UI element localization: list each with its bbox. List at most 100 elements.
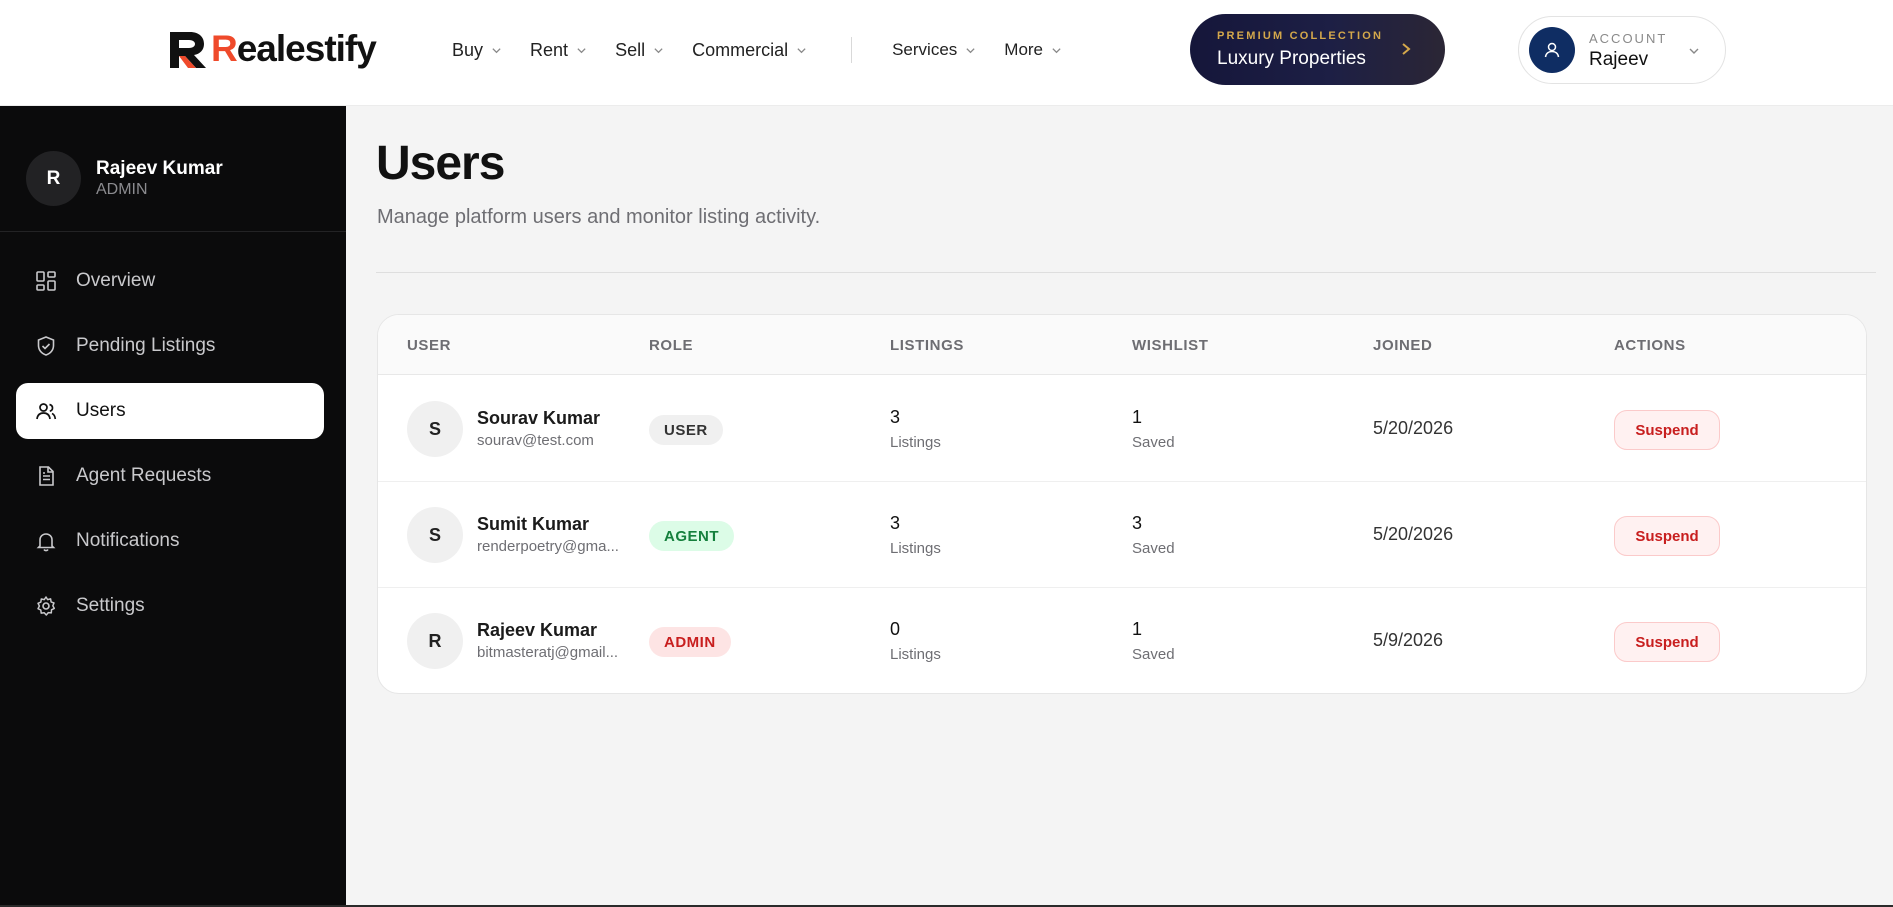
sidebar-item-users[interactable]: Users	[16, 383, 324, 439]
gear-icon	[35, 595, 57, 617]
page-title: Users	[376, 137, 505, 190]
nav-divider	[851, 37, 853, 63]
nav-sell[interactable]: Sell	[615, 40, 664, 61]
user-name: Sourav Kumar	[477, 408, 601, 428]
listings-label: Listings	[890, 540, 941, 557]
nav-rent-label: Rent	[530, 39, 569, 60]
listings-count: 0	[890, 619, 901, 639]
chevron-down-icon	[1052, 47, 1061, 53]
account-avatar	[1529, 27, 1575, 73]
nav-more[interactable]: More	[1004, 40, 1062, 60]
role-badge: ADMIN	[649, 627, 731, 657]
sidebar-item-notifications[interactable]: Notifications	[16, 513, 324, 569]
joined-date: 5/20/2026	[1373, 524, 1454, 544]
sidebar-item-agent-requests[interactable]: Agent Requests	[16, 448, 324, 504]
column-header-listings: LISTINGS	[890, 337, 964, 354]
suspend-button[interactable]: Suspend	[1614, 410, 1720, 450]
document-icon	[35, 465, 57, 487]
dashboard-icon	[35, 270, 57, 292]
page-subtitle: Manage platform users and monitor listin…	[377, 206, 821, 228]
role-badge: USER	[649, 415, 723, 445]
wishlist-count: 3	[1132, 513, 1143, 533]
nav-more-label: More	[1004, 40, 1044, 59]
sidebar-profile: R Rajeev Kumar ADMIN	[0, 106, 346, 232]
table-header: USER ROLE LISTINGS WISHLIST JOINED ACTIO…	[378, 315, 1866, 375]
account-name: Rajeev	[1589, 49, 1649, 70]
premium-title: Luxury Properties	[1217, 48, 1366, 69]
sidebar-item-label: Notifications	[76, 530, 180, 551]
suspend-button[interactable]: Suspend	[1614, 516, 1720, 556]
chevron-down-icon	[966, 47, 975, 53]
avatar: S	[407, 401, 463, 457]
sidebar-item-label: Users	[76, 400, 126, 421]
users-table: USER ROLE LISTINGS WISHLIST JOINED ACTIO…	[377, 314, 1867, 694]
column-header-user: USER	[407, 337, 452, 354]
user-icon	[1544, 42, 1560, 58]
joined-date: 5/9/2026	[1373, 630, 1444, 650]
bell-icon	[35, 530, 57, 552]
nav-buy[interactable]: Buy	[452, 40, 502, 61]
main-nav: Buy Rent Sell Commercial Services More	[452, 36, 1090, 64]
chevron-down-icon	[797, 47, 806, 53]
table-row: S Sourav Kumar sourav@test.com USER 3 Li…	[378, 376, 1866, 482]
nav-rent[interactable]: Rent	[530, 40, 587, 61]
chevron-down-icon	[654, 47, 663, 53]
sidebar-item-label: Pending Listings	[76, 335, 216, 356]
top-navbar: Realestify Buy Rent Sell Commercial Serv…	[0, 0, 1893, 106]
column-header-actions: ACTIONS	[1614, 337, 1686, 354]
listings-label: Listings	[890, 434, 941, 451]
wishlist-label: Saved	[1132, 540, 1175, 557]
nav-commercial[interactable]: Commercial	[692, 40, 807, 61]
user-name: Rajeev Kumar	[477, 620, 598, 640]
column-header-role: ROLE	[649, 337, 694, 354]
sidebar-item-settings[interactable]: Settings	[16, 578, 324, 634]
listings-count: 3	[890, 513, 901, 533]
nav-services[interactable]: Services	[892, 40, 976, 60]
wishlist-label: Saved	[1132, 434, 1175, 451]
account-menu-button[interactable]: ACCOUNT Rajeev	[1518, 16, 1726, 84]
user-email: bitmasteratj@gmail...	[477, 644, 619, 661]
listings-label: Listings	[890, 646, 941, 663]
wishlist-count: 1	[1132, 619, 1143, 639]
premium-eyebrow: PREMIUM COLLECTION	[1217, 30, 1384, 42]
account-eyebrow: ACCOUNT	[1589, 31, 1668, 46]
profile-name: Rajeev Kumar	[96, 158, 223, 179]
sidebar-item-overview[interactable]: Overview	[16, 253, 324, 309]
window-bottom-edge	[0, 905, 1893, 907]
chevron-right-icon	[1402, 43, 1411, 55]
chevron-down-icon	[1689, 48, 1699, 54]
chevron-down-icon	[492, 47, 501, 53]
shield-check-icon	[35, 335, 57, 357]
avatar: R	[407, 613, 463, 669]
table-row: R Rajeev Kumar bitmasteratj@gmail... ADM…	[378, 588, 1866, 693]
divider	[376, 272, 1876, 273]
sidebar-item-label: Overview	[76, 270, 156, 291]
user-name: Sumit Kumar	[477, 514, 590, 534]
avatar: R	[26, 151, 81, 206]
nav-commercial-label: Commercial	[692, 39, 789, 60]
listings-count: 3	[890, 407, 901, 427]
premium-collection-button[interactable]: PREMIUM COLLECTION Luxury Properties	[1190, 14, 1445, 85]
table-row: S Sumit Kumar renderpoetry@gma... AGENT …	[378, 482, 1866, 588]
users-icon	[35, 400, 57, 422]
role-badge: AGENT	[649, 521, 734, 551]
sidebar-menu: Overview Pending Listings Users Agent Re…	[16, 253, 324, 643]
avatar: S	[407, 507, 463, 563]
column-header-joined: JOINED	[1373, 337, 1433, 354]
profile-role: ADMIN	[96, 181, 148, 198]
joined-date: 5/20/2026	[1373, 418, 1454, 438]
sidebar-item-pending-listings[interactable]: Pending Listings	[16, 318, 324, 374]
brand-logo[interactable]: Realestify	[166, 28, 377, 70]
sidebar-item-label: Agent Requests	[76, 465, 212, 486]
main-content: Users Manage platform users and monitor …	[346, 106, 1893, 907]
column-header-wishlist: WISHLIST	[1132, 337, 1209, 354]
suspend-button[interactable]: Suspend	[1614, 622, 1720, 662]
user-email: renderpoetry@gma...	[477, 538, 619, 555]
nav-services-label: Services	[892, 40, 958, 59]
chevron-down-icon	[577, 47, 586, 53]
sidebar-item-label: Settings	[76, 595, 145, 616]
nav-sell-label: Sell	[615, 39, 646, 60]
user-email: sourav@test.com	[477, 432, 594, 449]
wishlist-count: 1	[1132, 407, 1143, 427]
wishlist-label: Saved	[1132, 646, 1175, 663]
